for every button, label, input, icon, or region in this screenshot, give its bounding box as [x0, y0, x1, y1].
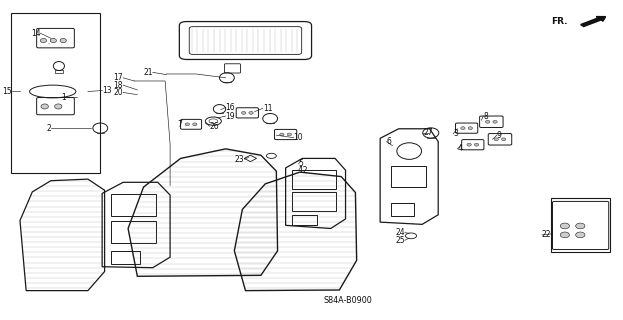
Text: 1: 1 — [61, 93, 65, 102]
Bar — [391, 203, 414, 216]
Text: 17: 17 — [113, 73, 123, 82]
Text: 26: 26 — [209, 122, 219, 131]
Text: 11: 11 — [263, 104, 272, 113]
Text: 13: 13 — [102, 86, 112, 95]
Text: 4: 4 — [457, 144, 462, 153]
Text: 21: 21 — [143, 68, 153, 77]
Text: 6: 6 — [386, 137, 391, 146]
Text: 16: 16 — [226, 103, 235, 112]
Ellipse shape — [485, 120, 490, 123]
Bar — [111, 221, 156, 243]
Ellipse shape — [560, 232, 569, 238]
Text: 27: 27 — [424, 128, 433, 137]
Text: 25: 25 — [395, 236, 405, 245]
Ellipse shape — [287, 133, 292, 136]
Ellipse shape — [468, 127, 472, 130]
Text: 8: 8 — [483, 112, 488, 121]
Bar — [111, 194, 156, 216]
FancyArrow shape — [581, 17, 606, 27]
Bar — [551, 198, 610, 252]
Text: 22: 22 — [542, 230, 551, 239]
Text: 15: 15 — [2, 87, 12, 96]
Ellipse shape — [185, 123, 189, 126]
Text: S84A-B0900: S84A-B0900 — [323, 296, 372, 305]
Ellipse shape — [576, 232, 585, 238]
Text: 18: 18 — [113, 81, 123, 90]
Ellipse shape — [560, 223, 569, 229]
Ellipse shape — [55, 104, 62, 109]
Text: 7: 7 — [178, 120, 183, 130]
Text: 12: 12 — [298, 166, 308, 175]
Ellipse shape — [60, 38, 66, 43]
Ellipse shape — [41, 104, 49, 109]
Ellipse shape — [502, 138, 506, 141]
Text: 20: 20 — [113, 88, 123, 97]
Ellipse shape — [249, 111, 253, 114]
Bar — [292, 193, 336, 211]
Ellipse shape — [493, 120, 497, 123]
Text: 5: 5 — [298, 159, 303, 168]
Ellipse shape — [461, 127, 465, 130]
Text: 2: 2 — [46, 124, 51, 132]
Bar — [111, 251, 140, 264]
Bar — [11, 13, 100, 173]
Ellipse shape — [576, 223, 585, 229]
Text: 9: 9 — [497, 131, 502, 140]
Text: 19: 19 — [226, 112, 235, 121]
Text: 10: 10 — [293, 133, 303, 142]
Text: 3: 3 — [453, 129, 458, 138]
Ellipse shape — [474, 143, 478, 146]
Bar — [391, 166, 427, 187]
Ellipse shape — [50, 38, 57, 43]
Text: 23: 23 — [235, 155, 244, 164]
Ellipse shape — [242, 111, 245, 114]
Text: FR.: FR. — [551, 17, 568, 26]
Bar — [55, 70, 62, 73]
Ellipse shape — [467, 143, 471, 146]
Bar — [292, 215, 316, 225]
Ellipse shape — [280, 133, 284, 136]
Ellipse shape — [40, 38, 47, 43]
Text: 24: 24 — [395, 228, 405, 237]
Text: 14: 14 — [31, 29, 40, 38]
Ellipse shape — [494, 138, 498, 141]
Ellipse shape — [193, 123, 197, 126]
Bar — [292, 170, 336, 189]
